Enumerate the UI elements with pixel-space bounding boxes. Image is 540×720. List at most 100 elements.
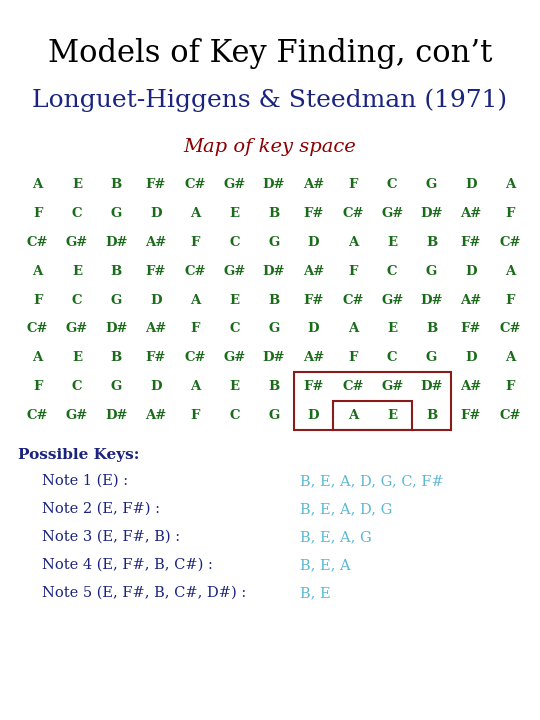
Text: B: B (268, 207, 280, 220)
Text: D: D (308, 235, 319, 248)
Text: Note 1 (E) :: Note 1 (E) : (42, 474, 128, 488)
Text: G: G (268, 409, 280, 422)
Text: B, E, A, G: B, E, A, G (300, 530, 372, 544)
Text: Note 2 (E, F#) :: Note 2 (E, F#) : (42, 502, 160, 516)
Text: A#: A# (460, 380, 482, 393)
Text: Note 3 (E, F#, B) :: Note 3 (E, F#, B) : (42, 530, 180, 544)
Text: A#: A# (303, 351, 324, 364)
Text: C: C (72, 380, 82, 393)
Text: G#: G# (66, 409, 88, 422)
Text: F#: F# (461, 235, 481, 248)
Bar (294, 372, 451, 430)
Text: B: B (426, 409, 437, 422)
Text: E: E (387, 409, 397, 422)
Text: F: F (191, 323, 200, 336)
Text: G#: G# (224, 178, 246, 191)
Text: A#: A# (303, 178, 324, 191)
Text: B, E, A, D, G: B, E, A, D, G (300, 502, 393, 516)
Text: C#: C# (27, 323, 49, 336)
Text: G: G (268, 323, 280, 336)
Text: C: C (230, 409, 240, 422)
Text: D: D (150, 380, 161, 393)
Text: A#: A# (303, 265, 324, 278)
Text: C#: C# (185, 178, 206, 191)
Text: A: A (32, 265, 43, 278)
Text: Note 5 (E, F#, B, C#, D#) :: Note 5 (E, F#, B, C#, D#) : (42, 586, 246, 600)
Text: C#: C# (185, 265, 206, 278)
Text: E: E (230, 294, 240, 307)
Text: C#: C# (342, 207, 363, 220)
Text: B, E, A, D, G, C, F#: B, E, A, D, G, C, F# (300, 474, 444, 488)
Text: F#: F# (461, 323, 481, 336)
Text: A: A (505, 178, 516, 191)
Text: B: B (268, 294, 280, 307)
Text: C#: C# (27, 409, 49, 422)
Text: A: A (348, 323, 358, 336)
Text: C: C (230, 323, 240, 336)
Text: D#: D# (420, 294, 443, 307)
Text: F#: F# (146, 265, 166, 278)
Text: D#: D# (105, 235, 128, 248)
Text: A: A (348, 409, 358, 422)
Text: Map of key space: Map of key space (184, 138, 356, 156)
Text: D: D (150, 207, 161, 220)
Text: A#: A# (460, 207, 482, 220)
Text: C#: C# (500, 323, 521, 336)
Text: C: C (387, 351, 397, 364)
Text: D: D (308, 323, 319, 336)
Text: D#: D# (420, 207, 443, 220)
Text: D: D (308, 409, 319, 422)
Text: D: D (465, 265, 477, 278)
Text: G: G (111, 380, 122, 393)
Text: F: F (33, 380, 42, 393)
Text: F#: F# (303, 207, 323, 220)
Text: G#: G# (381, 294, 403, 307)
Text: C#: C# (27, 235, 49, 248)
Text: A#: A# (460, 294, 482, 307)
Text: D#: D# (263, 265, 285, 278)
Text: F: F (33, 294, 42, 307)
Text: F: F (348, 265, 357, 278)
Text: F: F (191, 235, 200, 248)
Text: C#: C# (342, 294, 363, 307)
Text: Possible Keys:: Possible Keys: (18, 448, 139, 462)
Text: C#: C# (342, 380, 363, 393)
Text: F#: F# (146, 178, 166, 191)
Text: C#: C# (500, 235, 521, 248)
Text: E: E (72, 351, 82, 364)
Text: A: A (505, 265, 516, 278)
Text: A: A (190, 207, 200, 220)
Text: A#: A# (145, 235, 166, 248)
Text: F: F (348, 178, 357, 191)
Text: G#: G# (66, 235, 88, 248)
Text: D: D (465, 178, 477, 191)
Text: F: F (348, 351, 357, 364)
Text: F: F (505, 380, 515, 393)
Text: D#: D# (105, 323, 128, 336)
Text: E: E (230, 380, 240, 393)
Text: G: G (426, 178, 437, 191)
Text: F: F (505, 207, 515, 220)
Text: F: F (191, 409, 200, 422)
Bar (333, 401, 412, 430)
Text: G: G (426, 265, 437, 278)
Text: C: C (72, 294, 82, 307)
Text: C: C (72, 207, 82, 220)
Text: F#: F# (461, 409, 481, 422)
Text: F: F (505, 294, 515, 307)
Text: C: C (387, 178, 397, 191)
Text: B, E, A: B, E, A (300, 558, 350, 572)
Text: B: B (268, 380, 280, 393)
Text: Models of Key Finding, con’t: Models of Key Finding, con’t (48, 38, 492, 69)
Text: C: C (387, 265, 397, 278)
Text: G#: G# (224, 265, 246, 278)
Text: G#: G# (381, 380, 403, 393)
Text: G: G (111, 294, 122, 307)
Text: A#: A# (145, 323, 166, 336)
Text: A: A (190, 294, 200, 307)
Text: C#: C# (185, 351, 206, 364)
Text: G: G (268, 235, 280, 248)
Text: D#: D# (263, 351, 285, 364)
Text: B: B (111, 178, 122, 191)
Text: F: F (33, 207, 42, 220)
